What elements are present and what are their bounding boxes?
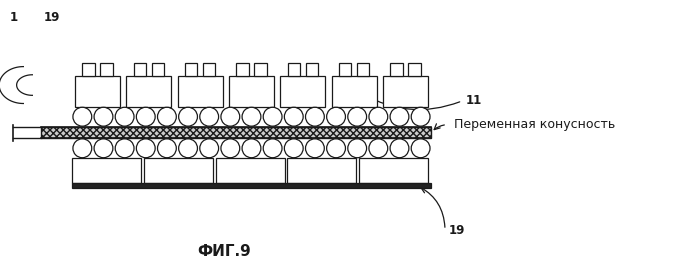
Bar — [144, 158, 213, 183]
Text: 11: 11 — [466, 94, 482, 107]
Ellipse shape — [73, 139, 91, 158]
Ellipse shape — [94, 107, 113, 126]
Ellipse shape — [200, 139, 218, 158]
Ellipse shape — [179, 139, 198, 158]
Ellipse shape — [221, 107, 239, 126]
Ellipse shape — [348, 107, 366, 126]
Ellipse shape — [158, 107, 177, 126]
Ellipse shape — [263, 107, 282, 126]
Ellipse shape — [73, 107, 91, 126]
Bar — [288, 158, 357, 183]
Bar — [40, 127, 431, 138]
Ellipse shape — [327, 107, 346, 126]
Ellipse shape — [284, 107, 303, 126]
Bar — [133, 63, 146, 76]
Ellipse shape — [242, 139, 261, 158]
Text: 19: 19 — [449, 224, 465, 237]
Bar — [288, 63, 300, 76]
Bar — [216, 158, 285, 183]
Bar — [254, 63, 267, 76]
Ellipse shape — [263, 139, 282, 158]
Ellipse shape — [179, 107, 198, 126]
Bar — [236, 63, 248, 76]
Bar — [357, 63, 369, 76]
Ellipse shape — [411, 139, 430, 158]
Bar — [185, 63, 198, 76]
Text: 19: 19 — [44, 11, 61, 24]
Bar — [408, 63, 421, 76]
Ellipse shape — [242, 107, 261, 126]
Ellipse shape — [348, 139, 366, 158]
Bar — [75, 76, 120, 107]
Bar — [390, 63, 403, 76]
Bar — [203, 63, 216, 76]
Bar — [339, 63, 351, 76]
Text: 1: 1 — [10, 11, 17, 24]
Ellipse shape — [115, 139, 134, 158]
Ellipse shape — [390, 139, 409, 158]
Bar — [82, 63, 95, 76]
Ellipse shape — [327, 139, 346, 158]
Bar — [72, 158, 141, 183]
Ellipse shape — [306, 139, 325, 158]
Ellipse shape — [390, 107, 409, 126]
Ellipse shape — [221, 139, 239, 158]
Bar — [72, 183, 431, 188]
Text: ФИГ.9: ФИГ.9 — [197, 244, 251, 259]
Bar — [383, 76, 428, 107]
Bar — [177, 76, 223, 107]
Ellipse shape — [136, 107, 155, 126]
Bar — [101, 63, 112, 76]
Ellipse shape — [411, 107, 430, 126]
Bar — [229, 76, 274, 107]
Ellipse shape — [306, 107, 325, 126]
Ellipse shape — [94, 139, 113, 158]
Ellipse shape — [284, 139, 303, 158]
Text: Переменная конусность: Переменная конусность — [454, 118, 615, 131]
Bar — [332, 76, 377, 107]
Ellipse shape — [369, 139, 388, 158]
Bar — [280, 76, 325, 107]
Bar — [151, 63, 164, 76]
Bar — [359, 158, 429, 183]
Bar — [126, 76, 172, 107]
Bar — [306, 63, 318, 76]
Ellipse shape — [158, 139, 177, 158]
Ellipse shape — [369, 107, 388, 126]
Ellipse shape — [115, 107, 134, 126]
Ellipse shape — [136, 139, 155, 158]
Ellipse shape — [200, 107, 218, 126]
